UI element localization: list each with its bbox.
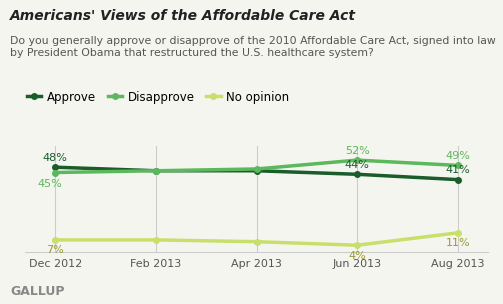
Disapprove [455,164,461,167]
Text: 45%: 45% [38,179,63,189]
Line: No opinion: No opinion [52,230,461,248]
No opinion [455,231,461,235]
Approve [52,165,58,169]
Disapprove [52,171,58,174]
Text: 49%: 49% [445,151,470,161]
Text: Do you generally approve or disapprove of the 2010 Affordable Care Act, signed i: Do you generally approve or disapprove o… [10,36,496,58]
Text: 44%: 44% [345,160,370,170]
Approve [153,169,159,173]
Text: 52%: 52% [345,146,370,156]
Text: Americans' Views of the Affordable Care Act: Americans' Views of the Affordable Care … [10,9,356,23]
Text: 11%: 11% [446,238,470,248]
Line: Disapprove: Disapprove [52,157,461,175]
No opinion [153,238,159,242]
No opinion [254,240,260,244]
No opinion [52,238,58,242]
Text: 7%: 7% [46,245,64,255]
Approve [354,172,360,176]
Disapprove [354,158,360,162]
Text: 48%: 48% [43,153,68,163]
Approve [455,178,461,181]
Text: GALLUP: GALLUP [10,285,64,298]
Text: 4%: 4% [348,250,366,261]
Line: Approve: Approve [52,164,461,182]
Approve [254,169,260,173]
Disapprove [153,169,159,173]
Legend: Approve, Disapprove, No opinion: Approve, Disapprove, No opinion [22,86,294,108]
No opinion [354,244,360,247]
Text: 41%: 41% [445,165,470,175]
Disapprove [254,167,260,171]
